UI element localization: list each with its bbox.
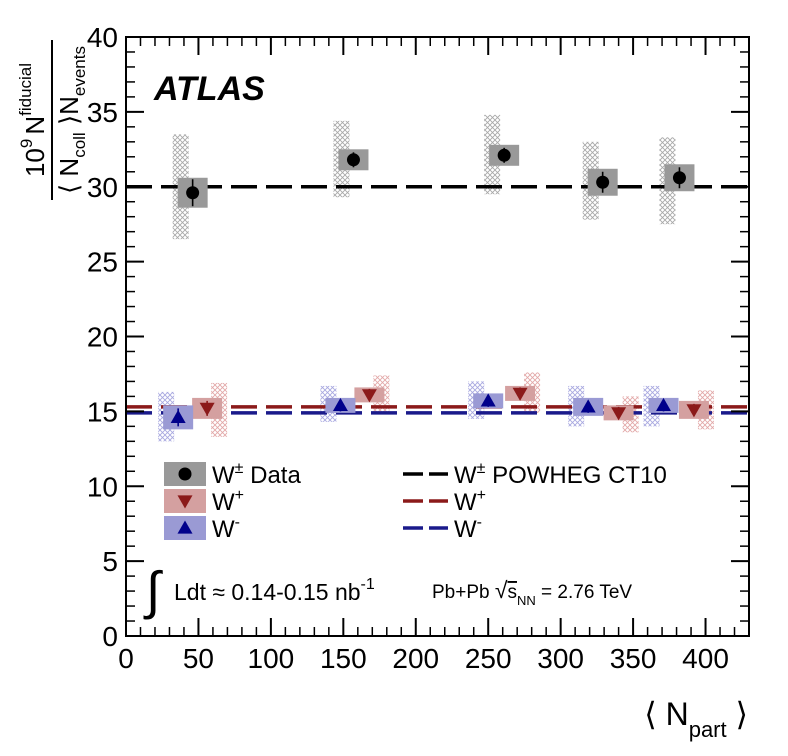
y-tick-label-2: 10 — [87, 471, 118, 502]
x-tick-label-4: 200 — [392, 643, 439, 674]
point-triangle-up-1 — [332, 397, 348, 412]
x-tick-label-5: 250 — [465, 643, 512, 674]
prediction-lines — [126, 185, 749, 415]
point-triangle-up-0 — [170, 409, 186, 423]
x-tick-label-6: 300 — [537, 643, 584, 674]
x-tick-label-1: 50 — [183, 643, 214, 674]
x-tick-label-8: 400 — [682, 643, 729, 674]
x-tick-label-0: 0 — [118, 643, 134, 674]
point-circle-2 — [497, 148, 511, 162]
y-tick-label-6: 30 — [87, 172, 118, 203]
y-label-den-sub: coll — [70, 132, 89, 158]
point-triangle-down-3 — [611, 407, 627, 421]
point-circle-1 — [346, 153, 360, 167]
legend-label-2: W- — [212, 514, 240, 543]
x-label-sub: part — [689, 717, 727, 742]
y-label-den-sub2: events — [70, 46, 89, 96]
point-circle-3 — [596, 175, 610, 189]
point-triangle-up-3 — [580, 399, 596, 413]
legend-label-0: W± Data — [212, 460, 301, 489]
y-label-den-mid: ⟩N — [54, 96, 84, 132]
x-label-pre: ⟨ N — [644, 696, 688, 732]
point-triangle-up-2 — [480, 393, 496, 407]
lumi-sup: -1 — [361, 576, 375, 593]
sqrt-sub: NN — [517, 593, 536, 608]
point-circle-4 — [672, 171, 686, 185]
y-tick-label-4: 20 — [87, 322, 118, 353]
point-circle-0 — [186, 186, 200, 200]
y-tick-label-3: 15 — [87, 396, 118, 427]
y-label-den-pre: ⟨ N — [54, 158, 84, 194]
y-tick-label-8: 40 — [87, 22, 118, 53]
y-axis-label: 109 Nfiducial ⟨ Ncoll ⟩Nevents — [16, 40, 89, 200]
lumi-value: Ldt ≈ 0.14-0.15 nb — [174, 579, 361, 605]
y-label-num-n-sup: fiducial — [16, 63, 35, 116]
point-triangle-up-4 — [656, 397, 672, 412]
data-points — [170, 147, 702, 427]
sqrt-symbol: √ — [495, 577, 508, 603]
y-tick-label-5: 25 — [87, 247, 118, 278]
system-pre: Pb+Pb — [432, 582, 495, 603]
x-tick-label-3: 150 — [320, 643, 367, 674]
systematic-bands — [158, 114, 714, 442]
y-label-num-sup: 9 — [17, 139, 36, 148]
sqrt-s: s — [507, 582, 517, 603]
y-tick-label-1: 5 — [102, 546, 118, 577]
legend-line-label-2: W- — [454, 514, 482, 543]
legend-marker-1 — [177, 495, 193, 509]
legend-marker-2 — [177, 520, 193, 534]
axis-ticks: 0 50 100 150 200 250 300 350 400 0 5 10 15 20 25 30 35 40 — [87, 22, 750, 674]
legend-label-1: W+ — [212, 487, 244, 516]
lumi-text: Ldt ≈ 0.14-0.15 nb-1 — [174, 576, 375, 605]
x-label-post: ⟩ — [727, 696, 748, 732]
integral-symbol: ∫ — [143, 562, 163, 620]
system-post: = 2.76 TeV — [536, 582, 633, 603]
point-triangle-down-4 — [686, 404, 702, 418]
y-label-num-n: N — [20, 116, 50, 135]
legend-marker-0 — [178, 467, 192, 481]
x-tick-label-7: 350 — [610, 643, 657, 674]
svg-text:⟨ Ncoll ⟩Nevents: ⟨ Ncoll ⟩Nevents — [54, 46, 89, 194]
plot-frame — [125, 36, 750, 637]
x-axis-label: ⟨ Npart ⟩ — [644, 696, 748, 742]
y-tick-label-7: 35 — [87, 97, 118, 128]
legend-line-label-1: W+ — [454, 487, 486, 516]
x-tick-label-2: 100 — [248, 643, 295, 674]
y-label-num-pre: 10 — [20, 148, 50, 177]
svg-text:109Nfiducial: 109 Nfiducial — [16, 63, 50, 177]
system-text: Pb+Pb √sNN = 2.76 TeV — [432, 577, 632, 608]
y-tick-label-0: 0 — [102, 621, 118, 652]
experiment-label: ATLAS — [153, 70, 265, 108]
point-triangle-down-0 — [199, 402, 215, 416]
legend-line-label-0: W± POWHEG CT10 — [454, 460, 667, 489]
point-triangle-down-1 — [361, 389, 377, 403]
point-triangle-down-2 — [512, 387, 528, 401]
